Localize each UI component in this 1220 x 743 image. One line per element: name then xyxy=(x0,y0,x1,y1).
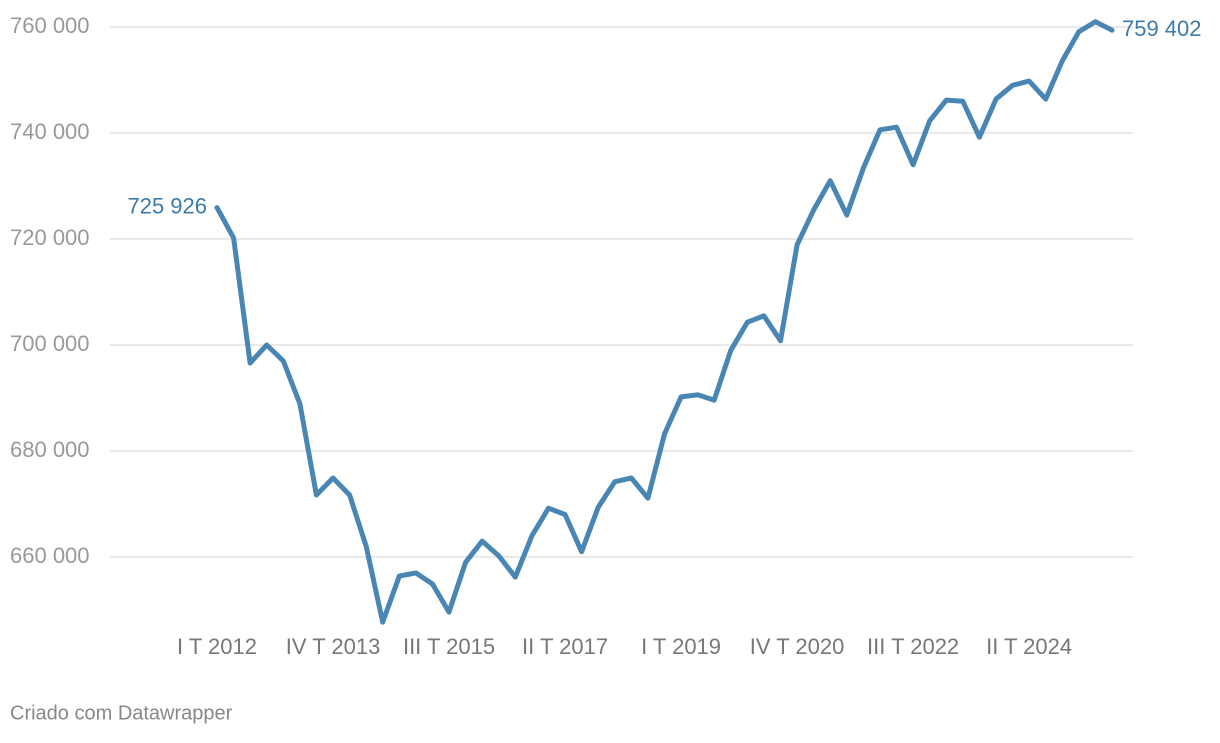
y-tick-label: 660 000 xyxy=(10,543,90,568)
x-tick-label: I T 2012 xyxy=(177,634,257,659)
y-tick-label: 700 000 xyxy=(10,331,90,356)
x-tick-label: IV T 2020 xyxy=(750,634,845,659)
x-tick-label: III T 2022 xyxy=(867,634,959,659)
x-tick-label: IV T 2013 xyxy=(286,634,381,659)
x-tick-label: I T 2019 xyxy=(641,634,721,659)
value-label: 759 402 xyxy=(1122,16,1202,41)
y-tick-label: 720 000 xyxy=(10,225,90,250)
y-tick-label: 760 000 xyxy=(10,13,90,38)
y-tick-label: 740 000 xyxy=(10,119,90,144)
line xyxy=(214,19,1115,625)
x-tick-label: II T 2024 xyxy=(986,634,1072,659)
x-tick-label: II T 2017 xyxy=(522,634,608,659)
x-tick-label: III T 2015 xyxy=(403,634,495,659)
footer: Criado com Datawrapper xyxy=(10,702,233,724)
y-tick-label: 680 000 xyxy=(10,437,90,462)
value-label: 725 926 xyxy=(127,193,207,218)
